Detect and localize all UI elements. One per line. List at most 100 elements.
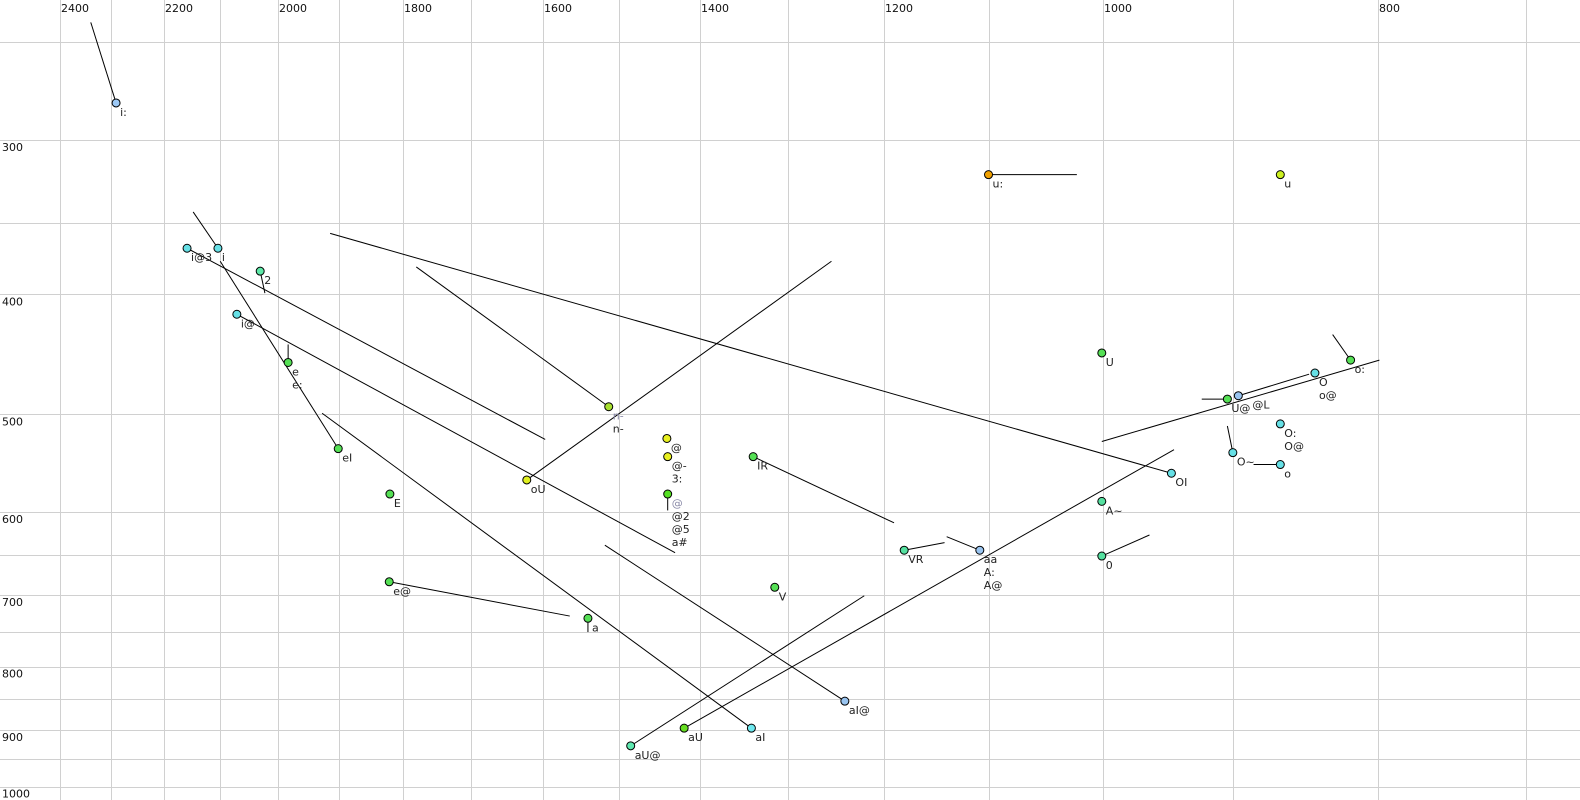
point-label: e <box>292 365 299 378</box>
vowel-point: o: <box>1346 355 1365 376</box>
point-label: U@ <box>1231 402 1250 415</box>
point-marker <box>522 475 532 485</box>
point-marker <box>1097 551 1107 561</box>
trajectory-line <box>186 247 546 440</box>
point-marker <box>213 243 223 253</box>
point-marker <box>975 545 985 555</box>
point-marker <box>333 444 343 454</box>
point-marker <box>111 98 121 108</box>
point-marker <box>232 309 242 319</box>
point-marker <box>384 577 394 587</box>
trajectory-line <box>683 449 1175 729</box>
trajectory-line <box>604 544 846 702</box>
point-marker <box>283 357 293 367</box>
point-label: O@ <box>1284 440 1304 453</box>
trajectory-line <box>1332 334 1351 361</box>
x-tick-label: 1800 <box>404 2 432 15</box>
point-label: i <box>222 251 225 264</box>
x-tick-label: 1400 <box>701 2 729 15</box>
trajectories <box>90 22 1380 747</box>
vowel-point: OI <box>1166 468 1187 489</box>
point-label: a# <box>672 536 688 549</box>
trajectory-line <box>219 260 339 449</box>
point-marker <box>1097 348 1107 358</box>
point-label: @5 <box>672 523 690 536</box>
point-marker <box>626 741 636 751</box>
x-tick-label: 1200 <box>885 2 913 15</box>
point-marker <box>899 545 909 555</box>
point-marker <box>663 452 673 462</box>
x-tick-label: 2000 <box>279 2 307 15</box>
point-marker <box>1222 394 1232 404</box>
point-label: U <box>1106 356 1114 369</box>
point-marker <box>748 452 758 462</box>
vowel-point: @-3: <box>663 452 687 486</box>
point-marker <box>1346 355 1356 365</box>
trajectory-line <box>330 232 1172 474</box>
point-marker <box>385 489 395 499</box>
vowel-point: u <box>1275 170 1291 191</box>
point-label: e@ <box>393 585 411 598</box>
point-label: oU <box>531 483 546 496</box>
point-marker <box>1275 419 1285 429</box>
y-tick-label: 500 <box>2 415 23 428</box>
vowel-point: aU@ <box>626 741 660 762</box>
trajectory-line <box>630 595 865 747</box>
trajectory-line <box>1238 373 1310 397</box>
point-label: A@ <box>984 579 1003 592</box>
vowel-point: E <box>385 489 401 510</box>
point-label: A~ <box>1106 504 1123 517</box>
point-marker <box>984 170 994 180</box>
vowel-points: i:i@3 i2i@ee:eIEe@aaIaUaU@aI@oUn-n-@@-3:@… <box>111 98 1365 762</box>
vowel-point: n-n- <box>604 402 624 436</box>
vowel-point: @L <box>1233 391 1270 412</box>
point-marker <box>662 433 672 443</box>
vowel-point: A~ <box>1097 496 1123 517</box>
point-label: u: <box>993 178 1004 191</box>
vowel-point: VR <box>899 545 924 566</box>
trajectory-line <box>415 266 610 408</box>
vowel-point: aI <box>746 723 765 744</box>
trajectory-line <box>1226 425 1234 453</box>
trajectory-line <box>1101 359 1380 443</box>
point-marker <box>663 489 673 499</box>
x-tick-label: 1000 <box>1104 2 1132 15</box>
vowel-point: o <box>1275 460 1291 481</box>
x-tick-label: 1600 <box>544 2 572 15</box>
point-label: u <box>1284 178 1291 191</box>
trajectory-line <box>946 536 981 551</box>
vowel-point: @ <box>662 433 682 454</box>
axis-ticks: 2400 2200 2000 1800 1600 1400 1200 1000 800 300 40… <box>2 2 1400 800</box>
y-tick-label: 300 <box>2 141 23 154</box>
vowel-point: i: <box>111 98 127 119</box>
vowel-point: V <box>770 582 787 603</box>
vowel-point: i@3 <box>182 243 212 264</box>
point-marker <box>746 723 756 733</box>
trajectory-line <box>752 456 895 524</box>
point-label: o@ <box>1319 389 1337 402</box>
trajectory-line <box>526 260 832 481</box>
y-tick-label: 600 <box>2 513 23 526</box>
point-label-ghost: n- <box>613 410 624 423</box>
vowel-point: O~ <box>1228 448 1255 469</box>
point-label: @ <box>671 441 682 454</box>
point-marker <box>770 582 780 592</box>
point-label: i@ <box>241 317 255 330</box>
point-marker <box>1233 391 1243 401</box>
point-label: aU <box>688 731 703 744</box>
point-label: aa <box>984 553 997 566</box>
vowel-point: U@ <box>1222 394 1250 415</box>
vowel-point: U <box>1097 348 1114 369</box>
y-tick-label: 900 <box>2 731 23 744</box>
x-tick-label: 2200 <box>165 2 193 15</box>
point-marker <box>1228 448 1238 458</box>
x-tick-label: 800 <box>1379 2 1400 15</box>
point-marker <box>1166 468 1176 478</box>
point-marker <box>583 613 593 623</box>
point-label: V <box>779 590 787 603</box>
point-marker <box>840 696 850 706</box>
point-label: i: <box>120 106 127 119</box>
point-label: @2 <box>672 510 690 523</box>
point-marker <box>182 243 192 253</box>
point-label: VR <box>908 553 924 566</box>
